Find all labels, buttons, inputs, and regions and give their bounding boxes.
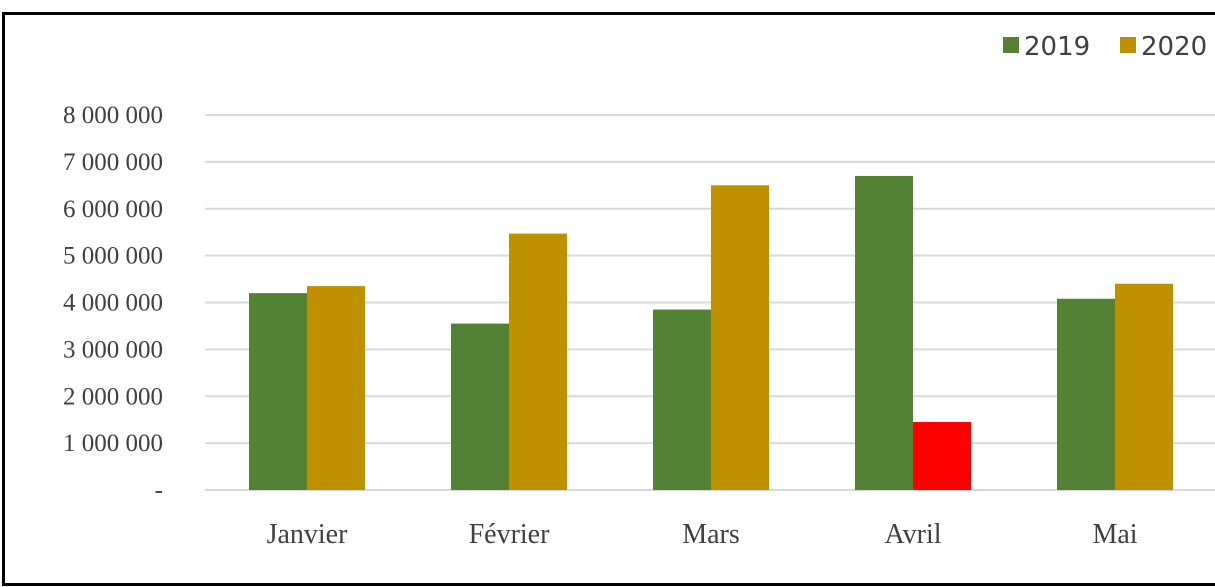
x-axis-ticks: Janvier Février Mars Avril Mai xyxy=(267,519,1138,550)
y-tick-label: 3 000 000 xyxy=(63,336,163,363)
legend-swatch-2019 xyxy=(1003,37,1019,53)
legend-swatch-2020 xyxy=(1120,37,1136,53)
legend: 2019 2020 xyxy=(1003,32,1207,62)
x-tick-label: Février xyxy=(469,519,551,550)
y-tick-label: 2 000 000 xyxy=(63,383,163,410)
bar-2020-mai xyxy=(1115,283,1173,490)
y-tick-label: 8 000 000 xyxy=(63,102,163,129)
y-axis-ticks: - 1 000 000 2 000 000 3 000 000 4 000 000 5 0… xyxy=(63,102,163,504)
bar-2019-janvier xyxy=(249,293,307,490)
bar-2019-avril xyxy=(855,175,913,490)
x-tick-label: Janvier xyxy=(267,519,349,550)
x-tick-label: Mars xyxy=(682,519,740,550)
bar-2020-février xyxy=(509,233,567,490)
y-tick-label: 6 000 000 xyxy=(63,196,163,223)
y-tick-label: - xyxy=(155,477,163,504)
x-tick-label: Avril xyxy=(884,519,941,550)
legend-label-2019: 2019 xyxy=(1024,32,1090,62)
bar-2019-mai xyxy=(1057,298,1115,490)
y-tick-label: 1 000 000 xyxy=(63,430,163,457)
x-tick-label: Mai xyxy=(1092,519,1137,550)
y-tick-label: 5 000 000 xyxy=(63,243,163,270)
y-tick-label: 4 000 000 xyxy=(63,290,163,317)
bars xyxy=(249,175,1173,490)
bar-2019-mars xyxy=(653,309,711,490)
bar-2020-avril xyxy=(913,422,971,490)
bar-2020-janvier xyxy=(307,286,365,490)
legend-label-2020: 2020 xyxy=(1141,32,1207,62)
bar-2019-février xyxy=(451,323,509,490)
y-tick-label: 7 000 000 xyxy=(63,149,163,176)
bar-2020-mars xyxy=(711,185,769,490)
